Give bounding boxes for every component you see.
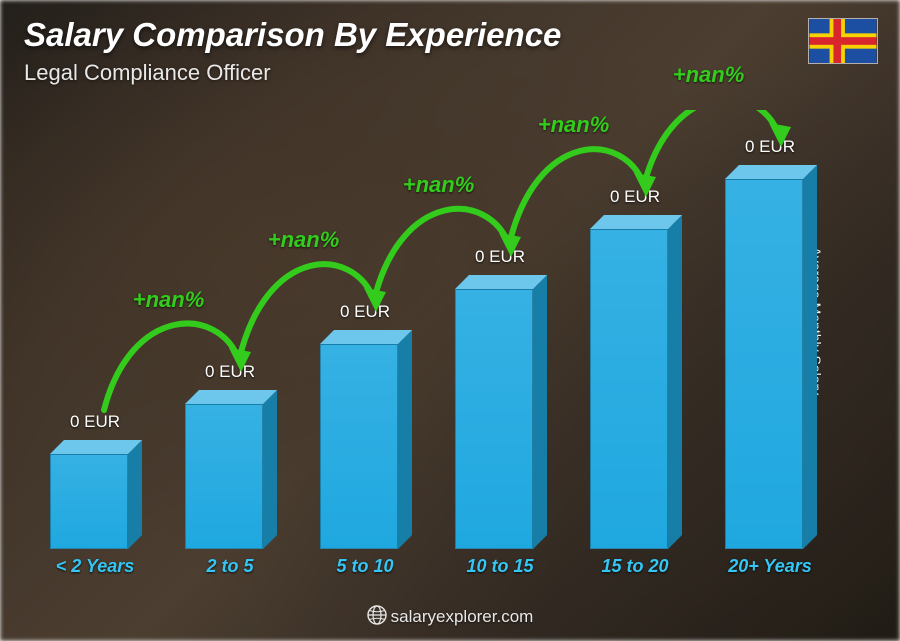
bar-value-label: 0 EUR bbox=[435, 247, 565, 267]
bar-front bbox=[50, 454, 128, 549]
bar-value-label: 0 EUR bbox=[300, 302, 430, 322]
pct-increase-label: +nan% bbox=[673, 62, 745, 88]
bar-value-label: 0 EUR bbox=[165, 362, 295, 382]
bar-side bbox=[668, 215, 682, 549]
bar-front bbox=[185, 404, 263, 549]
bar-category-label: < 2 Years bbox=[30, 556, 160, 577]
bar-slot: 2 to 5 0 EUR bbox=[165, 110, 300, 581]
chart-subtitle: Legal Compliance Officer bbox=[24, 60, 271, 86]
bar-value-label: 0 EUR bbox=[705, 137, 835, 157]
bar-front bbox=[455, 289, 533, 549]
bar-side bbox=[533, 275, 547, 549]
bar-category-label: 2 to 5 bbox=[165, 556, 295, 577]
bar-top bbox=[590, 215, 682, 229]
bar-top bbox=[725, 165, 817, 179]
pct-increase-label: +nan% bbox=[133, 287, 205, 313]
bar-value-label: 0 EUR bbox=[30, 412, 160, 432]
bar-category-label: 5 to 10 bbox=[300, 556, 430, 577]
chart-container: Salary Comparison By Experience Legal Co… bbox=[0, 0, 900, 641]
bar-top bbox=[455, 275, 547, 289]
bar-value-label: 0 EUR bbox=[570, 187, 700, 207]
bar-side bbox=[128, 440, 142, 549]
pct-increase-label: +nan% bbox=[268, 227, 340, 253]
bar-top bbox=[185, 390, 277, 404]
flag-icon bbox=[808, 18, 878, 64]
bar bbox=[50, 454, 140, 549]
bar bbox=[320, 344, 410, 549]
bar bbox=[185, 404, 275, 549]
bar bbox=[725, 179, 815, 549]
bar-chart: < 2 Years 0 EUR 2 to 5 0 EUR 5 to 10 0 EUR 10 … bbox=[30, 110, 850, 581]
footer-attribution: salaryexplorer.com bbox=[0, 605, 900, 627]
bar-front bbox=[590, 229, 668, 549]
bar-category-label: 20+ Years bbox=[705, 556, 835, 577]
chart-title: Salary Comparison By Experience bbox=[24, 16, 561, 54]
bar-category-label: 15 to 20 bbox=[570, 556, 700, 577]
bar bbox=[455, 289, 545, 549]
bar-front bbox=[320, 344, 398, 549]
bar-slot: < 2 Years 0 EUR bbox=[30, 110, 165, 581]
pct-increase-label: +nan% bbox=[403, 172, 475, 198]
bar-front bbox=[725, 179, 803, 549]
pct-increase-label: +nan% bbox=[538, 112, 610, 138]
footer-text: salaryexplorer.com bbox=[391, 607, 534, 626]
bar-top bbox=[50, 440, 142, 454]
bar bbox=[590, 229, 680, 549]
globe-icon bbox=[367, 605, 387, 625]
bar-category-label: 10 to 15 bbox=[435, 556, 565, 577]
bar-side bbox=[398, 330, 412, 549]
bar-slot: 15 to 20 0 EUR bbox=[570, 110, 705, 581]
bar-side bbox=[803, 165, 817, 549]
bar-side bbox=[263, 390, 277, 549]
bar-top bbox=[320, 330, 412, 344]
bar-slot: 20+ Years 0 EUR bbox=[705, 110, 840, 581]
